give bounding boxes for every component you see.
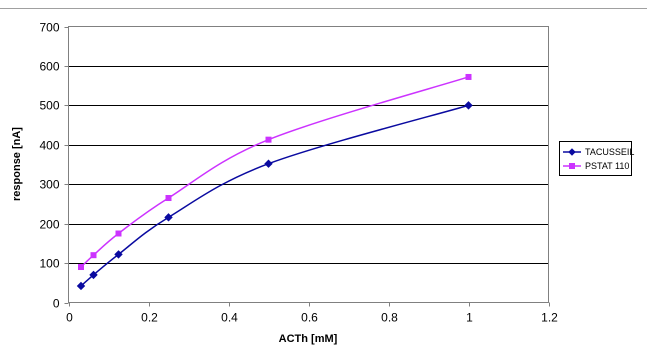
x-axis-ticks: 0 0.2 0.4 0.6 0.8 1 1.2 xyxy=(66,302,558,325)
x-tick-label: 0.6 xyxy=(301,311,318,325)
series-line-tacusseil xyxy=(80,104,469,287)
series-tacusseil xyxy=(76,101,473,291)
y-tick-label: 200 xyxy=(39,218,59,232)
y-tick-label: 700 xyxy=(39,21,59,35)
x-tick-label: 0.4 xyxy=(221,311,238,325)
data-point-pstat-110 xyxy=(265,136,272,143)
y-tick-label: 100 xyxy=(39,257,59,271)
data-point-tacusseil xyxy=(164,213,173,222)
legend: TACUSSEIL PSTAT 110 xyxy=(559,141,634,176)
plot-area-border xyxy=(68,26,549,303)
legend-marker-tacusseil xyxy=(568,148,576,156)
series-group xyxy=(76,73,473,291)
x-tick-label: 1 xyxy=(466,311,473,325)
y-axis-ticks: 0 100 200 300 400 500 600 700 xyxy=(39,21,69,311)
data-point-tacusseil xyxy=(114,250,123,259)
data-point-pstat-110 xyxy=(90,252,97,259)
data-point-tacusseil xyxy=(464,101,473,110)
data-point-tacusseil xyxy=(264,159,273,168)
legend-label-tacusseil: TACUSSEIL xyxy=(585,147,634,157)
legend-marker-pstat xyxy=(569,163,575,169)
data-point-pstat-110 xyxy=(465,73,472,80)
y-tick-label: 600 xyxy=(39,60,59,74)
x-tick-label: 0 xyxy=(66,311,73,325)
legend-box xyxy=(559,141,632,176)
data-point-tacusseil xyxy=(76,281,86,291)
data-point-pstat-110 xyxy=(115,230,122,237)
data-point-pstat-110 xyxy=(165,195,172,202)
grid-lines xyxy=(68,66,549,264)
x-tick-label: 0.2 xyxy=(141,311,158,325)
x-axis-title: ACTh [mM] xyxy=(279,333,338,345)
data-point-pstat-110 xyxy=(78,264,84,271)
x-tick-label: 1.2 xyxy=(541,311,558,325)
y-tick-label: 300 xyxy=(39,178,59,192)
data-point-tacusseil xyxy=(89,270,98,280)
y-tick-label: 500 xyxy=(39,99,59,113)
series-pstat-110 xyxy=(78,73,472,271)
y-tick-label: 400 xyxy=(39,139,59,153)
legend-label-pstat: PSTAT 110 xyxy=(585,161,629,171)
y-tick-label: 0 xyxy=(53,297,60,311)
y-axis-title: response [nA] xyxy=(11,127,23,201)
x-tick-label: 0.8 xyxy=(381,311,398,325)
